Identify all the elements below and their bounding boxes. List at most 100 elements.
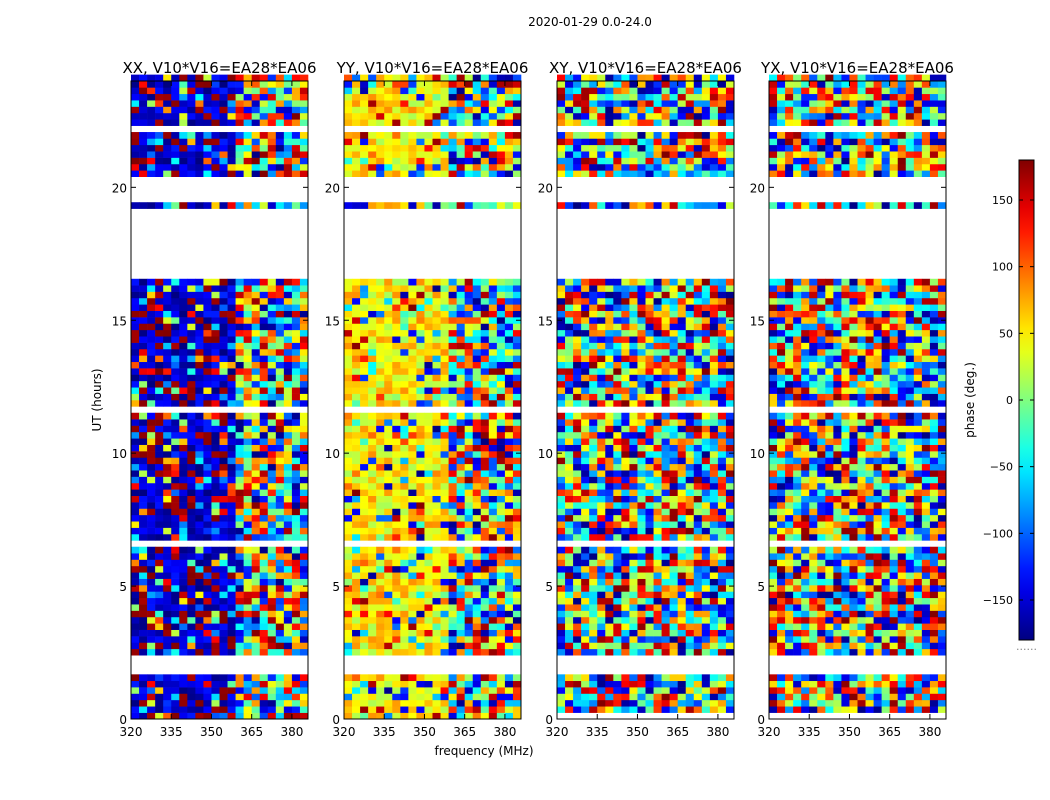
heatmap-cell — [227, 597, 236, 605]
heatmap-cell — [171, 310, 180, 318]
heatmap-cell — [597, 680, 606, 688]
heatmap-cell — [259, 553, 269, 560]
heatmap-cell — [645, 355, 654, 363]
heatmap-cell — [709, 585, 719, 592]
heatmap-cell — [131, 508, 140, 516]
heatmap-cell — [195, 585, 204, 592]
heatmap-cell — [376, 93, 385, 101]
heatmap-cell — [267, 565, 277, 573]
heatmap-cell — [227, 81, 236, 88]
heatmap-cell — [400, 553, 409, 560]
heatmap-cell — [243, 342, 252, 350]
heatmap-cell — [677, 336, 687, 343]
heatmap-cell — [235, 438, 244, 445]
heatmap-cell — [195, 444, 204, 452]
heatmap-cell — [597, 336, 606, 343]
heatmap-cell — [219, 482, 228, 490]
heatmap-cell — [179, 578, 188, 586]
heatmap-cell — [432, 93, 441, 101]
heatmap-cell — [613, 451, 622, 458]
heatmap-cell — [693, 336, 703, 343]
heatmap-cell — [416, 591, 425, 599]
heatmap-cell — [557, 400, 566, 407]
heatmap-cell — [227, 508, 236, 516]
heatmap-cell — [597, 495, 606, 503]
heatmap-cell — [195, 310, 204, 318]
heatmap-cell — [376, 361, 385, 369]
heatmap-cell — [243, 157, 252, 165]
heatmap-cell — [565, 706, 574, 713]
heatmap-cell — [267, 546, 277, 554]
heatmap-cell — [488, 693, 498, 701]
heatmap-cell — [195, 93, 204, 101]
heatmap-cell — [259, 674, 269, 682]
heatmap-cell — [219, 495, 228, 503]
heatmap-cell — [267, 374, 277, 382]
heatmap-cell — [637, 674, 646, 682]
heatmap-cell — [480, 687, 490, 694]
heatmap-cell — [661, 348, 670, 356]
heatmap-cell — [488, 297, 498, 305]
heatmap-cell — [368, 304, 377, 311]
heatmap-cell — [352, 106, 361, 114]
heatmap-cell — [709, 521, 719, 528]
heatmap-cell — [488, 119, 498, 126]
heatmap-cell — [432, 438, 441, 445]
heatmap-cell — [416, 457, 425, 465]
heatmap-cell — [291, 304, 301, 311]
heatmap-cell — [581, 355, 590, 363]
heatmap-cell — [653, 521, 662, 528]
heatmap-cell — [565, 285, 574, 292]
heatmap-cell — [589, 578, 598, 586]
heatmap-cell — [211, 119, 220, 126]
heatmap-cell — [653, 438, 662, 445]
heatmap-cell — [171, 451, 180, 458]
heatmap-cell — [653, 412, 662, 420]
heatmap-cell — [512, 521, 522, 528]
heatmap-cell — [179, 310, 188, 318]
heatmap-cell — [472, 629, 482, 637]
heatmap-cell — [488, 336, 498, 343]
heatmap-cell — [195, 278, 204, 286]
heatmap-cell — [448, 482, 457, 490]
heatmap-cell — [155, 559, 164, 567]
heatmap-cell — [243, 482, 252, 490]
heatmap-cell — [360, 304, 369, 311]
heatmap-cell — [661, 285, 670, 292]
heatmap-cell — [557, 533, 566, 541]
chart-suptitle: 2020-01-29 0.0-24.0 — [528, 15, 652, 29]
heatmap-cell — [685, 648, 695, 656]
heatmap-cell — [243, 144, 252, 152]
heatmap-cell — [629, 502, 638, 509]
heatmap-cell — [408, 144, 417, 152]
heatmap-cell — [171, 463, 180, 471]
heatmap-cell — [352, 93, 361, 101]
heatmap-cell — [613, 623, 622, 630]
heatmap-cell — [589, 451, 598, 458]
heatmap-cell — [384, 87, 393, 95]
heatmap-cell — [251, 74, 261, 82]
heatmap-cell — [299, 291, 309, 299]
heatmap-cell — [259, 712, 269, 720]
heatmap-cell — [440, 623, 449, 630]
heatmap-cell — [685, 508, 695, 516]
heatmap-cell — [243, 451, 252, 458]
heatmap-cell — [448, 278, 457, 286]
heatmap-cell — [147, 495, 156, 503]
heatmap-cell — [424, 355, 433, 363]
heatmap-cell — [163, 444, 172, 452]
heatmap-cell — [613, 610, 622, 618]
heatmap-cell — [131, 93, 140, 101]
heatmap-cell — [605, 304, 614, 311]
heatmap-cell — [344, 431, 353, 439]
heatmap-cell — [376, 610, 385, 618]
heatmap-cell — [171, 680, 180, 688]
heatmap-cell — [456, 81, 465, 88]
heatmap-cell — [693, 342, 703, 350]
heatmap-cell — [400, 565, 409, 573]
heatmap-cell — [384, 348, 393, 356]
heatmap-cell — [376, 604, 385, 611]
heatmap-cell — [275, 451, 285, 458]
heatmap-cell — [512, 502, 522, 509]
heatmap-cell — [187, 419, 196, 426]
